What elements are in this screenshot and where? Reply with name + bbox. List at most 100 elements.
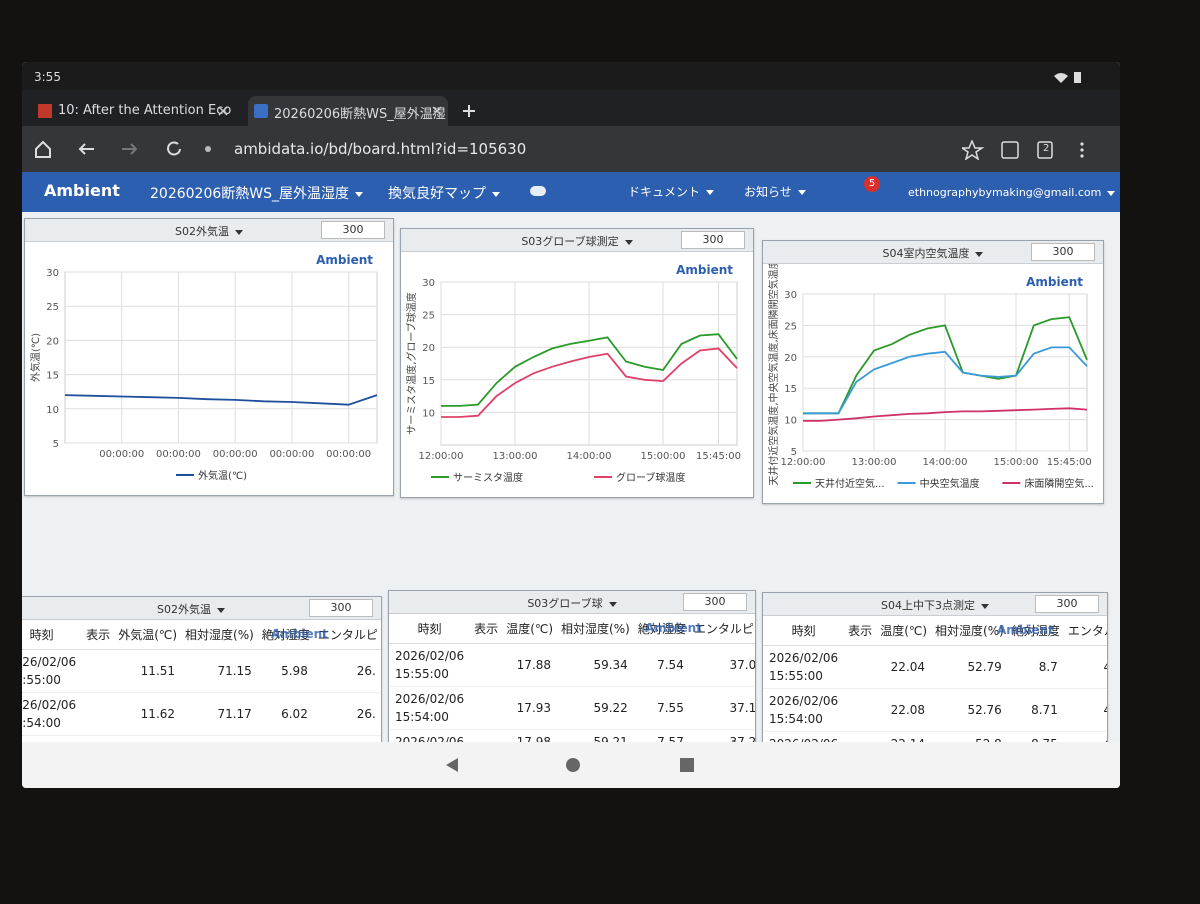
- column-header: 表示: [470, 614, 503, 644]
- panel-title[interactable]: S04上中下3点測定: [763, 597, 1107, 613]
- y-tick-label: 20: [422, 343, 435, 354]
- x-tick-label: 00:00:00: [326, 449, 371, 460]
- value-cell: 37.16: [689, 686, 755, 730]
- period-input[interactable]: 300: [681, 231, 745, 249]
- time-cell: 2026/02/06 15:55:00: [389, 643, 471, 687]
- tablet-screen: 3:55 10: After the Attention Eco 2026020…: [22, 62, 1120, 788]
- panel-title[interactable]: S03グローブ球: [389, 595, 755, 611]
- panel-header: S04上中下3点測定 300: [763, 593, 1107, 616]
- date: 2026/02/06: [395, 649, 465, 663]
- line-series: [441, 333, 738, 407]
- y-tick-label: 10: [422, 408, 435, 419]
- y-tick-label: 10: [784, 416, 797, 427]
- period-input[interactable]: 300: [683, 593, 747, 611]
- column-header: エンタルピー: [689, 614, 755, 644]
- panel-header: S03グローブ球測定 300: [401, 229, 753, 252]
- period-input[interactable]: 300: [309, 599, 373, 617]
- period-input[interactable]: 300: [1035, 595, 1099, 613]
- x-tick-label: 00:00:00: [213, 449, 258, 460]
- browser-tab[interactable]: 10: After the Attention Eco: [32, 96, 232, 126]
- y-tick-label: 5: [53, 439, 59, 450]
- column-header: 表示: [844, 616, 877, 646]
- display-cell: [82, 692, 115, 736]
- value-cell: 7.54: [633, 643, 690, 687]
- y-tick-label: 20: [784, 353, 797, 364]
- value-cell: 6.02: [257, 692, 314, 736]
- x-tick-label: 15:00:00: [994, 457, 1039, 468]
- chart: 5 10 15 20 25 30 12:00:00 13:00:00 14:00:00 15:00…: [767, 259, 1094, 490]
- watermark: Ambient: [316, 253, 373, 267]
- time-cell: 2026/02/06 15:54:00: [763, 688, 845, 732]
- value-cell: 59.34: [557, 643, 634, 687]
- legend-label: 天井付近空気...: [815, 477, 885, 490]
- toggle[interactable]: [530, 186, 546, 196]
- display-cell: [82, 649, 115, 693]
- y-tick-label: 15: [422, 376, 435, 387]
- android-nav: [22, 742, 1120, 788]
- period-input[interactable]: 300: [1031, 243, 1095, 261]
- table-panel: S03グローブ球300時刻表示温度(℃)相対湿度(%)絶対湿度エンタルピー202…: [388, 590, 756, 752]
- address-bar: ambidata.io/bd/board.html?id=105630 2: [22, 126, 1120, 172]
- panel-title[interactable]: S04室内空気温度: [763, 245, 1103, 261]
- x-tick-label: 00:00:00: [269, 449, 314, 460]
- line-series: [441, 347, 738, 418]
- watermark: Ambient: [1026, 275, 1083, 289]
- line-series: [64, 394, 378, 406]
- watermark: Ambient: [271, 627, 328, 641]
- time: 15:55:00: [22, 673, 61, 687]
- panel-header: S03グローブ球 300: [389, 591, 755, 614]
- legend-label: 中央空気温度: [920, 477, 980, 490]
- map-menu[interactable]: 換気良好マップ: [388, 183, 500, 203]
- date: 2026/02/06: [395, 692, 465, 706]
- y-tick-label: 30: [422, 278, 435, 289]
- watermark: Ambient: [997, 623, 1054, 637]
- legend-label: 床面隣開空気...: [1024, 477, 1094, 490]
- tab-bar: 10: After the Attention Eco 20260206断熱WS…: [22, 90, 1120, 126]
- value-cell: 59.22: [557, 686, 634, 730]
- user-menu[interactable]: ethnographybymaking@gmail.com: [908, 186, 1115, 199]
- panel-header: S02外気温 300: [25, 219, 393, 242]
- time: 15:55:00: [395, 667, 449, 681]
- value-cell: 71.17: [181, 692, 258, 736]
- column-header: 絶対湿度: [1007, 616, 1064, 646]
- line-series: [803, 346, 1088, 415]
- column-header: 時刻: [22, 620, 83, 650]
- new-tab[interactable]: [462, 104, 476, 118]
- chart-panel: S03グローブ球測定 300 10 15 20 25 30 12:00:00 13:00:00 1…: [400, 228, 754, 498]
- time: 15:54:00: [22, 716, 61, 730]
- brand[interactable]: Ambient: [44, 181, 120, 200]
- docs-menu[interactable]: ドキュメント: [628, 183, 714, 200]
- panel-title[interactable]: S02外気温: [22, 601, 381, 617]
- time-cell: 2026/02/06 15:55:00: [22, 649, 83, 693]
- date: 2026/02/06: [22, 698, 77, 712]
- column-header: 絶対湿度: [257, 620, 314, 650]
- chart-panel: S02外気温 300 5 10 15 20 25 30 00:00:00 00:00:00 00:0…: [24, 218, 394, 496]
- tab-title: 20260206断熱WS_屋外温湿: [274, 107, 446, 122]
- time: 15:54:00: [395, 710, 449, 724]
- y-tick-label: 30: [46, 268, 59, 279]
- value-cell: 44.26: [1063, 645, 1107, 689]
- panel-title[interactable]: S03グローブ球測定: [401, 233, 753, 249]
- news-menu[interactable]: お知らせ: [744, 183, 806, 200]
- y-tick-label: 20: [46, 336, 59, 347]
- browser-actions[interactable]: [962, 140, 1112, 160]
- period-input[interactable]: 300: [321, 221, 385, 239]
- tab-count: 2: [1043, 143, 1050, 154]
- column-header: 相対湿度(%): [557, 614, 634, 644]
- browser-tab-active[interactable]: 20260206断熱WS_屋外温湿: [248, 96, 448, 126]
- column-header: 温度(℃): [876, 616, 932, 646]
- value-cell: 44.34: [1063, 688, 1107, 732]
- url[interactable]: ambidata.io/bd/board.html?id=105630: [234, 140, 527, 158]
- nav-buttons[interactable]: [32, 138, 212, 160]
- board-menu[interactable]: 20260206断熱WS_屋外温湿度: [150, 183, 363, 203]
- dashboard: S02外気温 300 5 10 15 20 25 30 00:00:00 00:00:00 00:0…: [22, 212, 1120, 758]
- value-cell: 11.62: [114, 692, 182, 736]
- date: 2026/02/06: [769, 694, 839, 708]
- panel-title[interactable]: S02外気温: [25, 223, 393, 239]
